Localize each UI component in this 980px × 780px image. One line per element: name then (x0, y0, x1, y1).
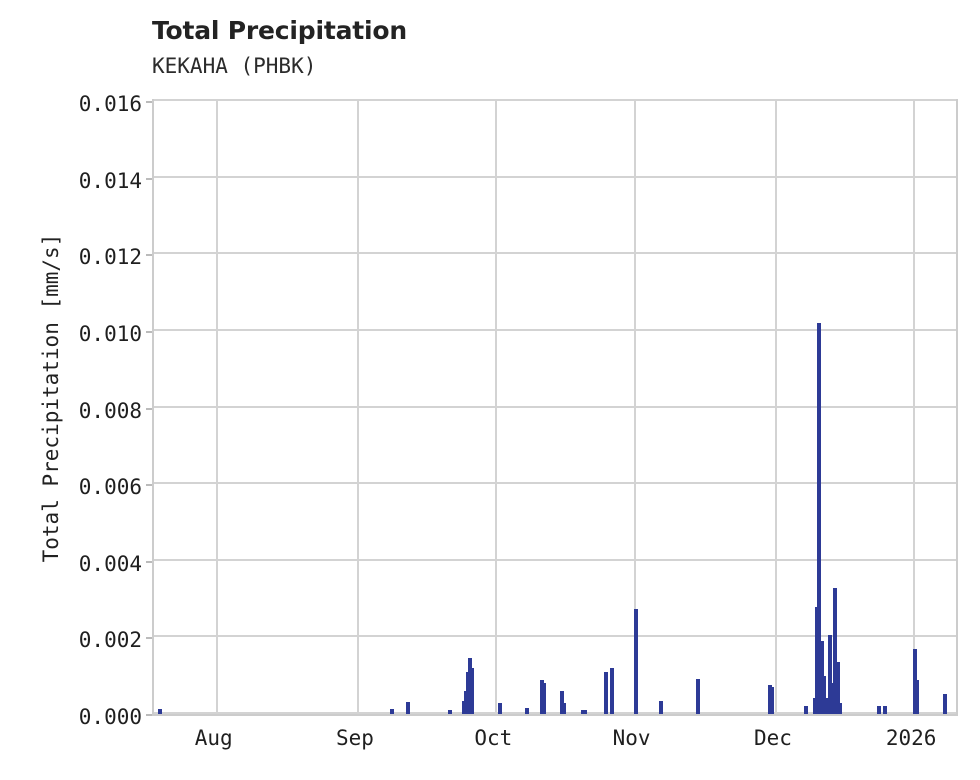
bar (876, 705, 881, 714)
y-tick-label: 0.016 (78, 92, 142, 116)
y-tick-mark (146, 254, 152, 257)
gridline-vertical (215, 101, 218, 714)
gridline-vertical (913, 101, 916, 714)
gridline-horizontal (154, 405, 956, 408)
bar (804, 706, 809, 714)
bar (835, 662, 840, 714)
bar (767, 685, 772, 714)
bar (464, 691, 469, 714)
bar (825, 697, 830, 714)
bar (812, 697, 817, 714)
gridline-vertical (356, 101, 359, 714)
bar (915, 679, 920, 714)
x-axis-tick-labels: Aug Sep Oct Nov Dec 2026 (152, 726, 958, 766)
gridline-horizontal (154, 635, 956, 638)
gridline-horizontal (154, 558, 956, 561)
bar (582, 710, 587, 714)
gridline-vertical (633, 101, 636, 714)
bar (830, 683, 835, 714)
bar (816, 323, 821, 714)
y-tick-label: 0.006 (78, 475, 142, 500)
x-tick-label: 2026 (885, 726, 937, 750)
y-tick-mark (146, 407, 152, 410)
bar (822, 675, 827, 714)
gridline-horizontal (154, 328, 956, 331)
gridline-horizontal (154, 712, 956, 714)
bar (389, 709, 394, 714)
bar (561, 702, 566, 714)
gridline-vertical (495, 101, 498, 714)
bar (525, 708, 530, 714)
x-tick-label: Dec (753, 726, 792, 750)
x-tick-label: Nov (612, 726, 651, 750)
y-tick-label: 0.010 (78, 321, 142, 346)
plot-area (152, 99, 958, 716)
y-tick-label: 0.000 (78, 705, 142, 729)
y-tick-label: 0.012 (78, 245, 142, 270)
bar (696, 678, 701, 714)
y-tick-label: 0.004 (78, 551, 142, 576)
bar (559, 691, 564, 714)
bar (769, 687, 774, 714)
x-tick-label: Sep (336, 726, 374, 750)
bar (447, 710, 452, 714)
gridline-vertical (774, 101, 777, 714)
gridline-horizontal (154, 252, 956, 255)
page-title: Total Precipitation (152, 16, 407, 45)
bar (833, 587, 838, 714)
bar (539, 679, 544, 714)
bar (634, 608, 639, 714)
bar (541, 683, 546, 714)
y-tick-label: 0.014 (78, 168, 142, 193)
y-tick-mark (146, 714, 152, 716)
y-tick-mark (146, 330, 152, 333)
y-tick-mark (146, 101, 152, 103)
bar (838, 702, 843, 714)
y-tick-label: 0.002 (78, 628, 142, 653)
gridline-horizontal (154, 175, 956, 178)
bar (659, 700, 664, 714)
x-tick-label: Oct (474, 726, 513, 750)
y-tick-label: 0.008 (78, 398, 142, 423)
bar (158, 709, 162, 714)
bar (405, 701, 410, 714)
plot-inner (154, 99, 956, 714)
y-tick-mark (146, 177, 152, 180)
gridline-horizontal (154, 482, 956, 485)
y-axis-tick-labels: 0.000 0.002 0.004 0.006 0.008 0.010 0.012 0.014… (0, 92, 152, 729)
chart-subtitle: KEKAHA (PHBK) (152, 54, 317, 78)
x-tick-label: Aug (194, 726, 233, 750)
bar (609, 668, 614, 714)
gridline-horizontal (154, 99, 956, 101)
bar (883, 705, 888, 714)
bar (603, 671, 608, 714)
y-tick-mark (146, 560, 152, 563)
bar (498, 703, 503, 714)
bar (828, 635, 833, 714)
bar (942, 694, 947, 714)
y-tick-mark (146, 484, 152, 487)
bar (470, 668, 475, 714)
y-tick-mark (146, 637, 152, 640)
bar (912, 648, 917, 714)
